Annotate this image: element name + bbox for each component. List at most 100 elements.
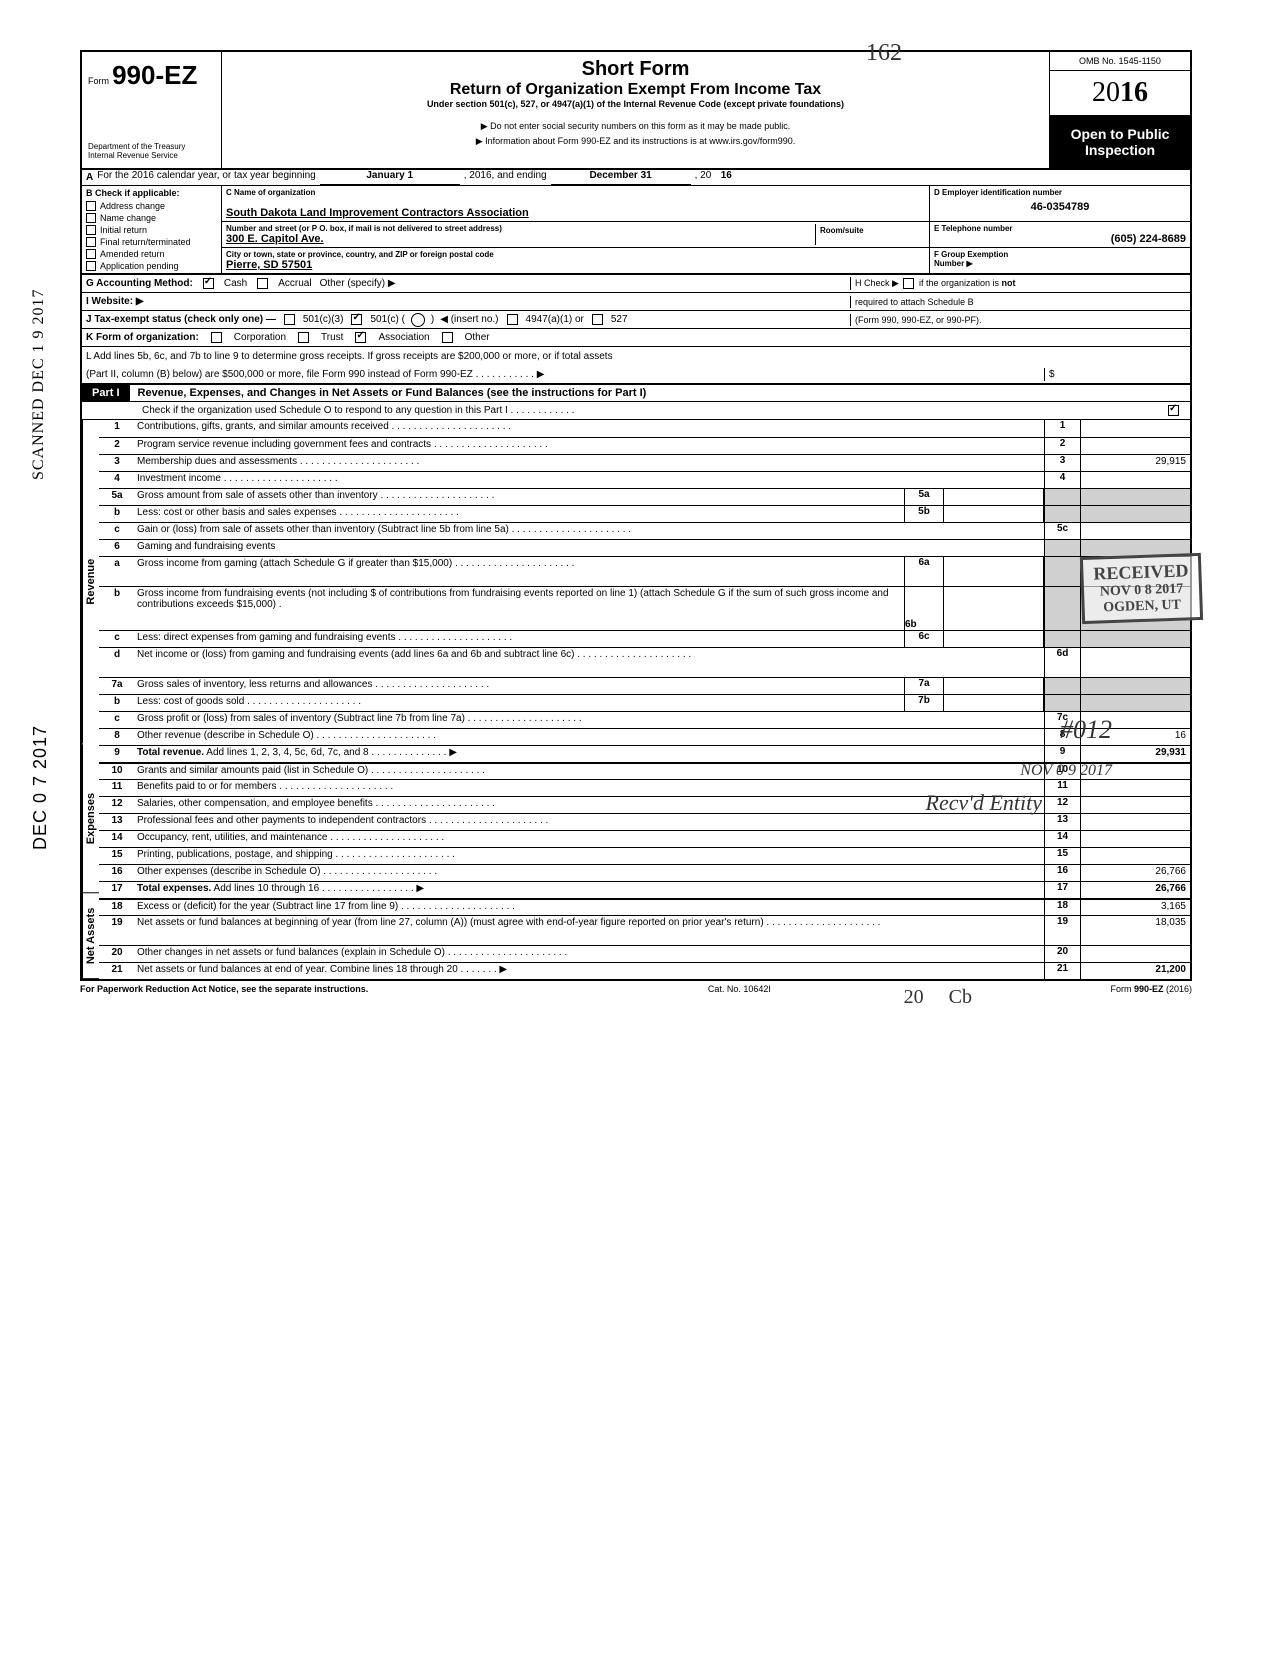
g-cash-checkbox[interactable] <box>203 278 214 289</box>
j-527-checkbox[interactable] <box>592 314 603 325</box>
part1-title: Revenue, Expenses, and Changes in Net As… <box>130 385 1190 401</box>
row-a-text2: , 2016, and ending <box>464 170 547 185</box>
bcde-grid: B Check if applicable: Address change Na… <box>80 186 1192 275</box>
val-5b[interactable] <box>944 506 1044 522</box>
line-18: 18Excess or (deficit) for the year (Subt… <box>99 898 1190 915</box>
h-checkbox[interactable] <box>903 278 914 289</box>
footer-mid: Cat. No. 10642I <box>708 984 771 994</box>
k-assoc: Association <box>378 332 429 343</box>
line-8: 8Other revenue (describe in Schedule O) … <box>99 728 1190 745</box>
instruction-1: ▶ Do not enter social security numbers o… <box>230 121 1041 132</box>
ein-value[interactable]: 46-0354789 <box>934 197 1186 213</box>
line-7b: bLess: cost of goods sold7b <box>99 694 1190 711</box>
org-name[interactable]: South Dakota Land Improvement Contractor… <box>226 197 925 219</box>
b-name-change[interactable]: Name change <box>82 212 221 224</box>
tax-year-suffix[interactable]: 16 <box>711 170 741 185</box>
subtitle-under: Under section 501(c), 527, or 4947(a)(1)… <box>230 99 1041 109</box>
val-6a[interactable] <box>944 557 1044 586</box>
footer-right: Form 990-EZ (2016) <box>1110 984 1192 994</box>
j-501c3-checkbox[interactable] <box>284 314 295 325</box>
k-other-checkbox[interactable] <box>442 332 453 343</box>
hand-b2: Cb <box>949 986 972 1008</box>
b-address-change[interactable]: Address change <box>82 200 221 212</box>
val-7b[interactable] <box>944 695 1044 711</box>
side-expenses: Expenses <box>82 744 99 893</box>
h-text: H Check ▶ <box>855 278 899 288</box>
street-value[interactable]: 300 E. Capitol Ave. <box>226 233 815 245</box>
val-6c[interactable] <box>944 631 1044 647</box>
line-5c: cGain or (loss) from sale of assets othe… <box>99 522 1190 539</box>
title-return: Return of Organization Exempt From Incom… <box>230 81 1041 99</box>
k-other: Other <box>465 332 490 343</box>
j-insert: ◀ (insert no.) <box>440 314 498 325</box>
b-amended[interactable]: Amended return <box>82 248 221 260</box>
j-501c3: 501(c)(3) <box>303 314 344 325</box>
date-stamp-2: DEC 0 7 2017 <box>30 725 51 850</box>
rows-gl: G Accounting Method: Cash Accrual Other … <box>80 275 1192 383</box>
row-l2: (Part II, column (B) below) are $500,000… <box>82 365 1190 383</box>
b-header: B Check if applicable: <box>82 186 221 200</box>
b-app-pending[interactable]: Application pending <box>82 260 221 272</box>
line-5a: 5aGross amount from sale of assets other… <box>99 488 1190 505</box>
row-a: A For the 2016 calendar year, or tax yea… <box>80 170 1192 186</box>
room-label: Room/suite <box>820 226 921 235</box>
line-14: 14Occupancy, rent, utilities, and mainte… <box>99 830 1190 847</box>
line-6b: bGross income from fundraising events (n… <box>99 586 1190 630</box>
line-21: 21Net assets or fund balances at end of … <box>99 962 1190 979</box>
form-header: Form 990-EZ Department of the Treasury I… <box>80 50 1192 170</box>
f-group-cell: F Group Exemption Number ▶ <box>930 248 1190 273</box>
side-netassets: Net Assets <box>82 893 99 979</box>
part1-checkbox[interactable] <box>1168 405 1179 416</box>
line-6d: dNet income or (loss) from gaming and fu… <box>99 647 1190 677</box>
city-value[interactable]: Pierre, SD 57501 <box>226 259 925 271</box>
city-label: City or town, state or province, country… <box>226 250 925 259</box>
phone-value[interactable]: (605) 224-8689 <box>934 233 1186 245</box>
b-final-return[interactable]: Final return/terminated <box>82 236 221 248</box>
j-501c-checkbox[interactable] <box>351 314 362 325</box>
dept-line2: Internal Revenue Service <box>88 151 215 160</box>
header-right: OMB No. 1545-1150 20201616 Open to Publi… <box>1050 52 1190 168</box>
line-9: 9Total revenue. Add lines 1, 2, 3, 4, 5c… <box>99 745 1190 762</box>
j-4947: 4947(a)(1) or <box>526 314 584 325</box>
j-4947-checkbox[interactable] <box>507 314 518 325</box>
j-insert-circle[interactable] <box>411 313 425 327</box>
part1-tag: Part I <box>82 385 130 401</box>
line-6a: aGross income from gaming (attach Schedu… <box>99 556 1190 586</box>
table-lines: 1Contributions, gifts, grants, and simil… <box>99 420 1190 979</box>
j-501c: 501(c) ( <box>370 314 404 325</box>
row-k: K Form of organization: Corporation Trus… <box>82 329 1190 347</box>
j-label: J Tax-exempt status (check only one) — <box>86 314 276 325</box>
g-accrual-checkbox[interactable] <box>257 278 268 289</box>
k-corp: Corporation <box>234 332 286 343</box>
row-h-cont2: (Form 990, 990-EZ, or 990-PF). <box>850 314 1190 326</box>
scanned-stamp-1: SCANNED DEC 1 9 2017 <box>30 288 48 480</box>
form-number: 990-EZ <box>112 60 197 90</box>
b-initial-return[interactable]: Initial return <box>82 224 221 236</box>
tax-year-begin[interactable]: January 1 <box>320 170 460 185</box>
k-trust-checkbox[interactable] <box>298 332 309 343</box>
line-15: 15Printing, publications, postage, and s… <box>99 847 1190 864</box>
line-6: 6Gaming and fundraising events <box>99 539 1190 556</box>
line-2: 2Program service revenue including gover… <box>99 437 1190 454</box>
k-corp-checkbox[interactable] <box>211 332 222 343</box>
label-a: A <box>82 170 97 185</box>
tax-year: 20201616 <box>1050 71 1190 116</box>
hand-recd: Recv'd Entity <box>926 790 1042 816</box>
handwritten-top: 162 <box>866 40 902 67</box>
l-amount[interactable]: $ <box>1044 368 1190 381</box>
c-city-cell: City or town, state or province, country… <box>222 248 930 273</box>
row-h-cont: required to attach Schedule B <box>850 296 1190 308</box>
f-label: F Group Exemption <box>934 250 1186 259</box>
line-4: 4Investment income4 <box>99 471 1190 488</box>
g-label: G Accounting Method: <box>86 278 193 289</box>
page-footer: For Paperwork Reduction Act Notice, see … <box>80 981 1192 997</box>
val-6b[interactable] <box>944 587 1044 630</box>
tax-year-end[interactable]: December 31 <box>551 170 691 185</box>
val-5a[interactable] <box>944 489 1044 505</box>
side-revenue: Revenue <box>82 420 99 744</box>
row-j: J Tax-exempt status (check only one) — 5… <box>82 311 1190 329</box>
column-b: B Check if applicable: Address change Na… <box>82 186 222 273</box>
l-line2: (Part II, column (B) below) are $500,000… <box>86 369 544 380</box>
k-assoc-checkbox[interactable] <box>355 332 366 343</box>
val-7a[interactable] <box>944 678 1044 694</box>
